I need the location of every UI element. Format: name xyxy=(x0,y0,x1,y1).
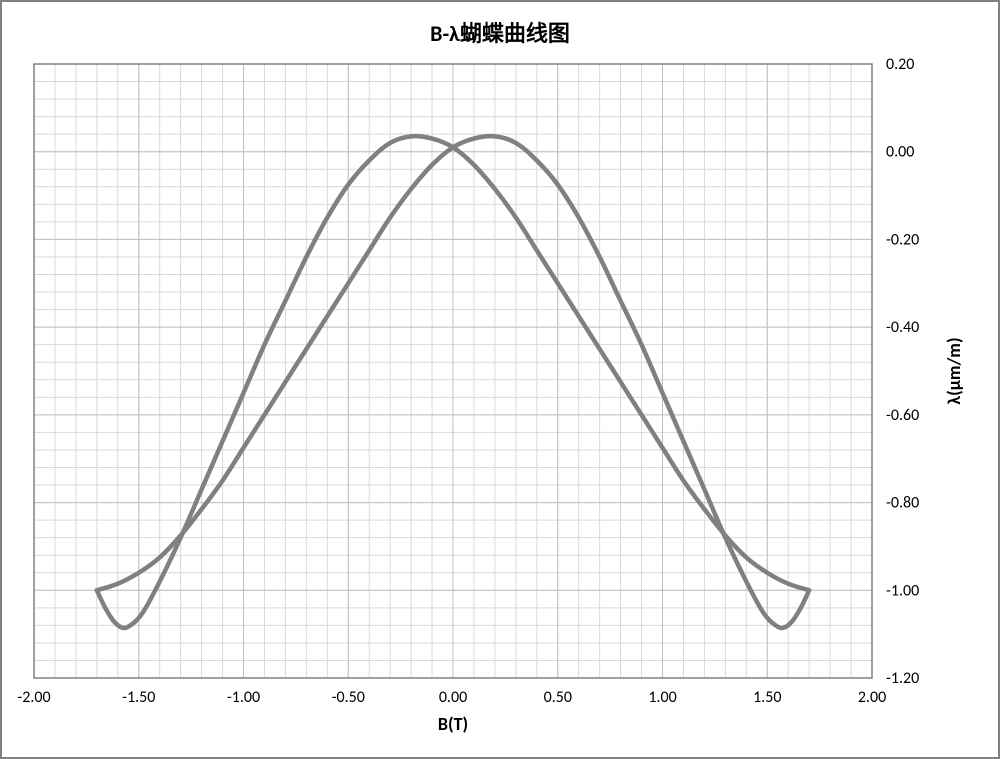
y-tick-label: 0.00 xyxy=(886,143,914,162)
chart-title: B-λ蝴蝶曲线图 xyxy=(430,16,570,48)
x-axis-label: B(T) xyxy=(438,713,468,735)
x-tick-label: 0.50 xyxy=(544,688,572,707)
x-tick-label: 0.00 xyxy=(439,688,467,707)
y-tick-label: -0.20 xyxy=(886,230,919,249)
y-tick-label: -0.80 xyxy=(886,494,919,513)
x-tick-label: -0.50 xyxy=(332,688,365,707)
y-axis-label: λ(μm/m) xyxy=(943,337,965,404)
x-tick-label: -1.00 xyxy=(227,688,260,707)
y-tick-label: -1.00 xyxy=(886,581,919,600)
x-tick-label: -1.50 xyxy=(122,688,155,707)
x-tick-label: 1.00 xyxy=(648,688,676,707)
y-tick-label: -1.20 xyxy=(886,669,919,688)
plot-svg: -2.00 -1.50 -1.00 -0.50 0.00 0.50 1.00 1.50 2.00… xyxy=(16,56,984,746)
plot-wrap: -2.00 -1.50 -1.00 -0.50 0.00 0.50 1.00 1.50 2.00… xyxy=(16,56,984,747)
chart-container: B-λ蝴蝶曲线图 -2.00 -1.50 -1.00 -0.50 0.00 0.50 1.0… xyxy=(0,0,1000,759)
y-tick-label: -0.60 xyxy=(886,406,919,425)
y-tick-labels: 0.20 0.00 -0.20 -0.40 -0.60 -0.80 -1.00 -1.20 xyxy=(886,56,919,688)
x-tick-label: 2.00 xyxy=(858,688,886,707)
y-tick-label: 0.20 xyxy=(886,56,914,74)
x-tick-label: -2.00 xyxy=(17,688,50,707)
x-tick-labels: -2.00 -1.50 -1.00 -0.50 0.00 0.50 1.00 1.50 2.00 xyxy=(17,688,886,707)
x-tick-label: 1.50 xyxy=(753,688,781,707)
y-tick-label: -0.40 xyxy=(886,318,919,337)
